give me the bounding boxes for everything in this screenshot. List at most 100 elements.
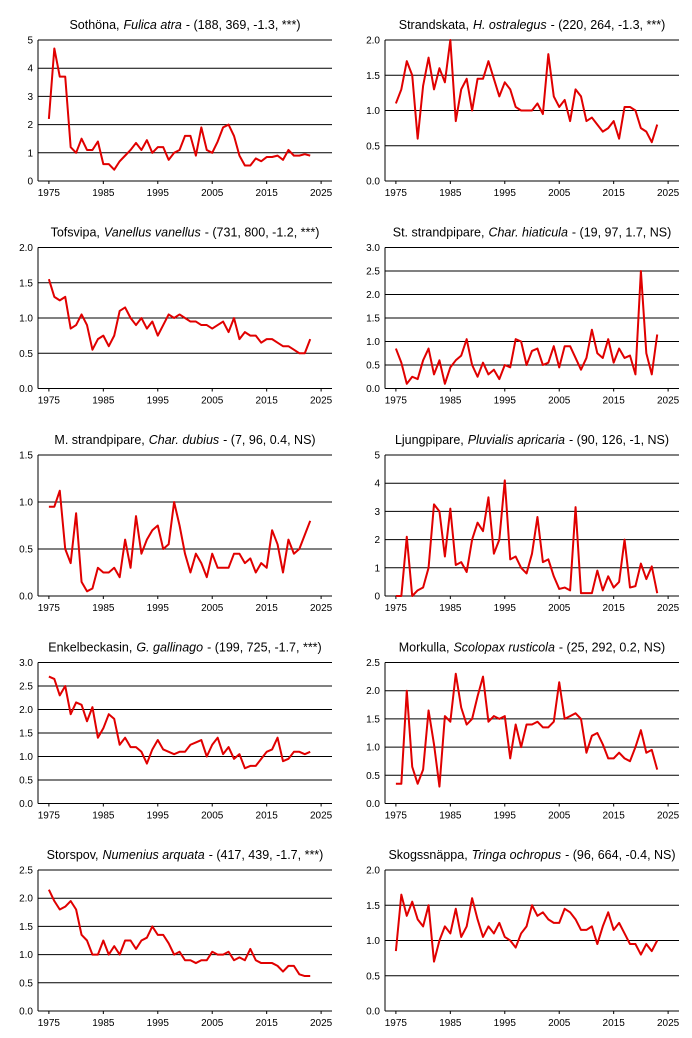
- y-tick-label: 2.5: [19, 682, 33, 693]
- panel: Skogssnäppa, Tringa ochropus - (96, 664, -…: [366, 848, 680, 1029]
- x-tick-label: 2015: [256, 811, 279, 822]
- title-part: Skogssnäppa,: [388, 848, 467, 862]
- y-tick-label: 1.5: [19, 278, 33, 289]
- x-tick-label: 1975: [385, 1018, 408, 1029]
- panel: St. strandpipare, Char. hiaticula - (19, 9…: [366, 226, 680, 407]
- x-tick-label: 1985: [439, 811, 462, 822]
- x-tick-label: 2025: [657, 396, 680, 407]
- x-tick-label: 1985: [92, 811, 115, 822]
- y-tick-label: 0.0: [19, 799, 33, 810]
- title-part: Vanellus vanellus: [104, 226, 201, 240]
- x-tick-label: 2015: [603, 188, 626, 199]
- y-tick-label: 2.0: [366, 36, 380, 47]
- y-tick-label: 1.0: [366, 106, 380, 117]
- title-part: G. gallinago: [136, 641, 203, 655]
- data-line: [394, 270, 659, 385]
- x-tick-label: 1985: [439, 1018, 462, 1029]
- chart-title: Skogssnäppa, Tringa ochropus - (96, 664, -…: [388, 848, 675, 862]
- y-tick-label: 1.5: [19, 729, 33, 740]
- data-line: [395, 672, 659, 788]
- x-tick-label: 1975: [38, 1018, 61, 1029]
- chart-title: Tofsvipa, Vanellus vanellus - (731, 800, -…: [51, 226, 320, 240]
- data-line: [48, 489, 312, 593]
- title-part: - (417, 439, -1.7, ***): [209, 848, 324, 862]
- chart-title: Morkulla, Scolopax rusticola - (25, 292, 0…: [399, 641, 665, 655]
- x-tick-label: 1995: [147, 603, 170, 614]
- title-part: - (90, 126, -1, NS): [569, 433, 669, 447]
- chart-title: Strandskata, H. ostralegus - (220, 264, -1…: [399, 18, 666, 32]
- y-tick-label: 3: [27, 92, 33, 103]
- data-line: [47, 889, 311, 978]
- y-tick-label: 1.0: [19, 752, 33, 763]
- x-tick-label: 1995: [147, 396, 170, 407]
- panel: Ljungpipare, Pluvialis apricaria - (90, 12…: [374, 433, 679, 614]
- y-tick-label: 2: [27, 120, 33, 131]
- title-part: Sothöna,: [69, 18, 119, 32]
- y-tick-label: 4: [27, 64, 33, 75]
- title-part: M. strandpipare,: [54, 433, 144, 447]
- panel: Enkelbeckasin, G. gallinago - (199, 725, -…: [19, 641, 333, 822]
- y-tick-label: 2: [374, 535, 380, 546]
- title-part: - (25, 292, 0.2, NS): [559, 641, 665, 655]
- x-tick-label: 2005: [201, 603, 224, 614]
- y-tick-label: 0.5: [366, 141, 380, 152]
- x-tick-label: 2015: [256, 603, 279, 614]
- title-part: Strandskata,: [399, 18, 469, 32]
- y-tick-label: 1.5: [19, 451, 33, 462]
- chart-title: Sothöna, Fulica atra - (188, 369, -1.3, **…: [69, 18, 300, 32]
- x-tick-label: 2015: [256, 188, 279, 199]
- y-tick-label: 0.5: [19, 776, 33, 787]
- title-part: Ljungpipare,: [395, 433, 464, 447]
- x-tick-label: 2005: [548, 811, 571, 822]
- y-tick-label: 0.5: [366, 361, 380, 372]
- x-tick-label: 1985: [92, 396, 115, 407]
- title-part: Tofsvipa,: [51, 226, 100, 240]
- panel: Strandskata, H. ostralegus - (220, 264, -1…: [366, 18, 680, 199]
- x-tick-label: 2005: [201, 811, 224, 822]
- x-tick-label: 1975: [38, 188, 61, 199]
- x-tick-label: 1985: [92, 603, 115, 614]
- x-tick-label: 1975: [385, 603, 408, 614]
- title-part: Char. hiaticula: [488, 226, 567, 240]
- x-tick-label: 2015: [256, 396, 279, 407]
- title-part: - (7, 96, 0.4, NS): [223, 433, 315, 447]
- x-tick-label: 1975: [38, 603, 61, 614]
- y-tick-label: 5: [374, 451, 380, 462]
- y-tick-label: 0.5: [19, 978, 33, 989]
- x-tick-label: 2015: [603, 811, 626, 822]
- x-tick-label: 1975: [385, 811, 408, 822]
- y-tick-label: 0.5: [366, 771, 380, 782]
- x-tick-label: 1995: [494, 811, 517, 822]
- y-tick-label: 1: [374, 563, 380, 574]
- y-tick-label: 0: [27, 177, 33, 188]
- y-tick-label: 0.0: [366, 799, 380, 810]
- y-tick-label: 1.5: [366, 901, 380, 912]
- x-tick-label: 2015: [603, 603, 626, 614]
- x-tick-label: 2025: [657, 1018, 680, 1029]
- data-line: [395, 479, 659, 597]
- y-tick-label: 2.0: [19, 705, 33, 716]
- y-tick-label: 0.0: [366, 1007, 380, 1018]
- x-tick-label: 1975: [385, 396, 408, 407]
- y-tick-label: 2.5: [366, 267, 380, 278]
- y-tick-label: 0.5: [19, 349, 33, 360]
- y-tick-label: 1.0: [366, 337, 380, 348]
- y-tick-label: 5: [27, 36, 33, 47]
- y-tick-label: 0.0: [19, 592, 33, 603]
- y-tick-label: 0.0: [19, 1007, 33, 1018]
- y-tick-label: 0.0: [366, 384, 380, 395]
- title-part: Fulica atra: [124, 18, 182, 32]
- y-tick-label: 2.0: [366, 290, 380, 301]
- y-tick-label: 1.0: [19, 950, 33, 961]
- y-tick-label: 4: [374, 479, 380, 490]
- x-tick-label: 2005: [548, 188, 571, 199]
- panel: M. strandpipare, Char. dubius - (7, 96, 0.…: [19, 433, 333, 614]
- x-tick-label: 1995: [494, 188, 517, 199]
- chart-title: St. strandpipare, Char. hiaticula - (19, 9…: [393, 226, 672, 240]
- data-line: [394, 39, 659, 144]
- x-tick-label: 2005: [548, 603, 571, 614]
- chart-title: Ljungpipare, Pluvialis apricaria - (90, 12…: [395, 433, 669, 447]
- x-tick-label: 1985: [439, 396, 462, 407]
- panel: Tofsvipa, Vanellus vanellus - (731, 800, -…: [19, 226, 333, 407]
- y-tick-label: 1.5: [366, 714, 380, 725]
